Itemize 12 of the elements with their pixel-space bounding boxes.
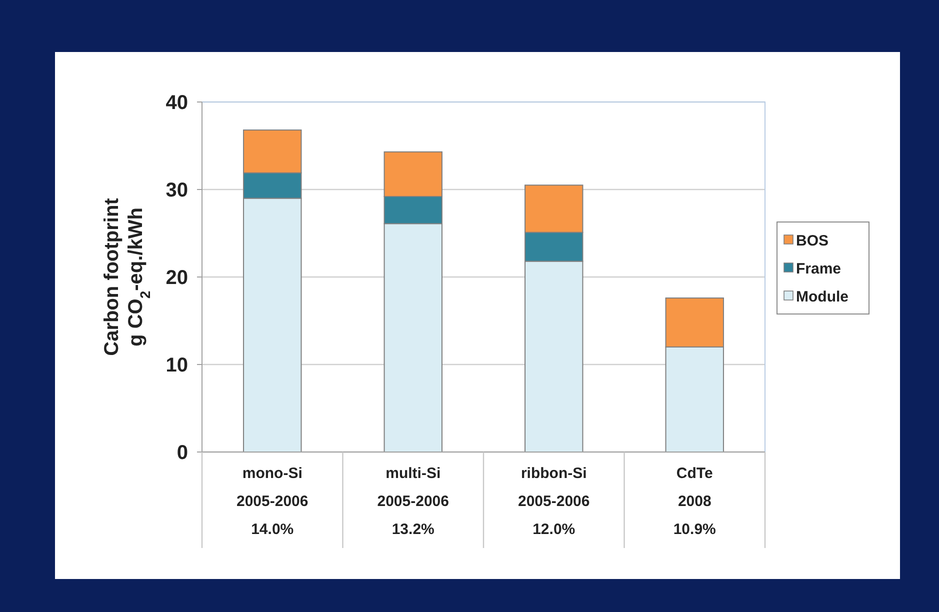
y-tick-label: 30 [166,180,188,202]
legend-label: Frame [796,260,842,278]
x-tick-label: ribbon-Si 2005-2006 12.0% [518,465,590,538]
legend-label: BOS [796,232,829,250]
x-tick-label: mono-Si 2005-2006 14.0% [236,465,308,538]
legend-label: Module [796,288,848,306]
y-tick-label: 10 [166,354,188,376]
y-tick-label: 40 [166,92,188,114]
y-tick-label: 0 [176,442,188,464]
x-tick-label: multi-Si 2005-2006 13.2% [377,465,449,538]
x-tick-label: CdTe 2008 10.9% [673,465,716,538]
y-tick-label: 20 [166,267,188,289]
